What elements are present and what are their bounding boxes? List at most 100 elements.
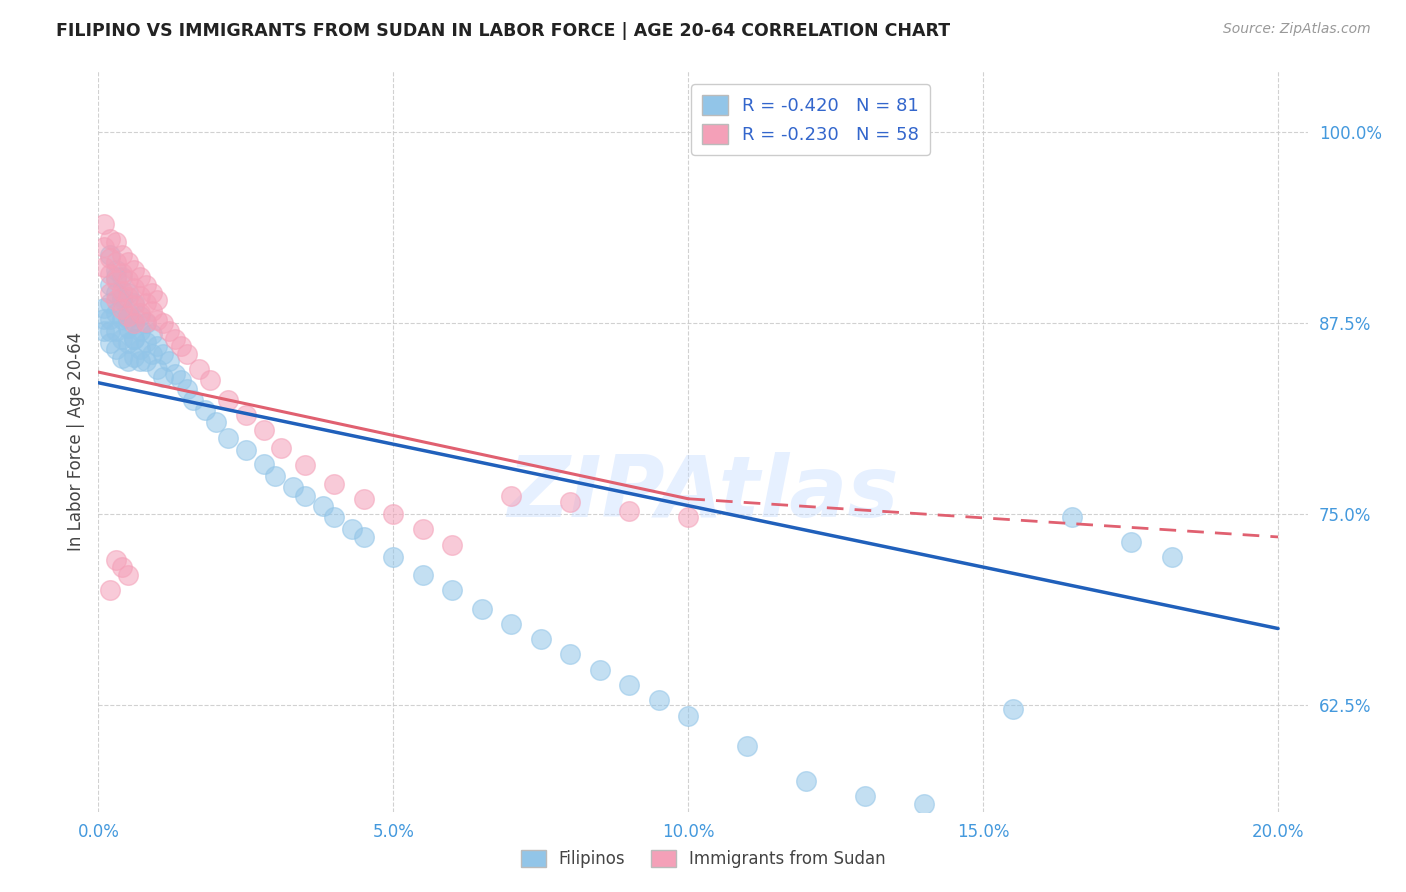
Point: [311, 500, 333, 514]
Point: [648, 693, 671, 707]
Point: [146, 313, 169, 327]
Point: [105, 270, 128, 285]
Point: [146, 339, 169, 353]
Point: [441, 583, 464, 598]
Point: [270, 442, 292, 456]
Point: [135, 296, 157, 310]
Point: [235, 408, 257, 422]
Point: [382, 507, 405, 521]
Point: [205, 416, 228, 430]
Point: [122, 331, 145, 345]
Point: [128, 289, 150, 303]
Point: [412, 568, 434, 582]
Point: [1060, 510, 1083, 524]
Point: [117, 354, 139, 368]
Point: [501, 617, 523, 632]
Point: [111, 290, 134, 304]
Point: [146, 293, 169, 308]
Point: [152, 316, 174, 330]
Point: [128, 354, 150, 368]
Point: [111, 270, 134, 285]
Point: [93, 260, 115, 274]
Point: [294, 489, 316, 503]
Point: [122, 298, 145, 312]
Point: [353, 491, 375, 506]
Point: [382, 549, 405, 564]
Point: [170, 339, 193, 353]
Point: [530, 632, 553, 647]
Point: [122, 315, 145, 329]
Text: Source: ZipAtlas.com: Source: ZipAtlas.com: [1223, 22, 1371, 37]
Point: [165, 331, 187, 345]
Point: [181, 392, 204, 407]
Point: [412, 522, 434, 536]
Point: [912, 797, 935, 811]
Point: [152, 369, 174, 384]
Point: [98, 583, 121, 598]
Point: [122, 350, 145, 364]
Point: [235, 442, 257, 457]
Point: [111, 247, 134, 261]
Point: [252, 423, 274, 437]
Point: [98, 324, 121, 338]
Point: [122, 262, 145, 277]
Point: [187, 362, 209, 376]
Point: [128, 305, 150, 319]
Point: [105, 255, 128, 269]
Point: [111, 293, 134, 308]
Point: [117, 255, 139, 269]
Y-axis label: In Labor Force | Age 20-64: In Labor Force | Age 20-64: [66, 332, 84, 551]
Text: ZIPAtlas: ZIPAtlas: [508, 452, 898, 535]
Point: [111, 560, 134, 574]
Point: [117, 321, 139, 335]
Point: [93, 311, 115, 326]
Point: [853, 789, 876, 804]
Point: [141, 304, 163, 318]
Point: [135, 278, 157, 293]
Point: [117, 336, 139, 351]
Point: [122, 281, 145, 295]
Point: [111, 311, 134, 326]
Point: [471, 601, 494, 615]
Point: [98, 311, 121, 326]
Point: [501, 489, 523, 503]
Point: [117, 311, 139, 326]
Point: [117, 285, 139, 300]
Point: [176, 382, 198, 396]
Point: [128, 270, 150, 285]
Point: [589, 663, 612, 677]
Point: [93, 301, 115, 315]
Point: [170, 373, 193, 387]
Legend: Filipinos, Immigrants from Sudan: Filipinos, Immigrants from Sudan: [513, 843, 893, 875]
Point: [135, 354, 157, 368]
Point: [441, 538, 464, 552]
Point: [323, 510, 346, 524]
Point: [117, 290, 139, 304]
Point: [98, 232, 121, 246]
Point: [264, 469, 287, 483]
Point: [128, 342, 150, 356]
Point: [117, 273, 139, 287]
Point: [105, 262, 128, 277]
Point: [735, 739, 758, 753]
Legend: R = -0.420   N = 81, R = -0.230   N = 58: R = -0.420 N = 81, R = -0.230 N = 58: [692, 84, 929, 154]
Point: [111, 302, 134, 317]
Point: [98, 268, 121, 282]
Point: [194, 403, 217, 417]
Point: [93, 240, 115, 254]
Point: [560, 495, 582, 509]
Point: [157, 354, 180, 368]
Point: [111, 331, 134, 345]
Point: [105, 273, 128, 287]
Point: [111, 284, 134, 298]
Point: [252, 457, 274, 471]
Point: [141, 285, 163, 300]
Point: [619, 678, 641, 692]
Point: [165, 367, 187, 381]
Point: [98, 278, 121, 293]
Point: [105, 285, 128, 300]
Point: [105, 235, 128, 250]
Point: [141, 347, 163, 361]
Point: [560, 648, 582, 662]
Point: [135, 316, 157, 330]
